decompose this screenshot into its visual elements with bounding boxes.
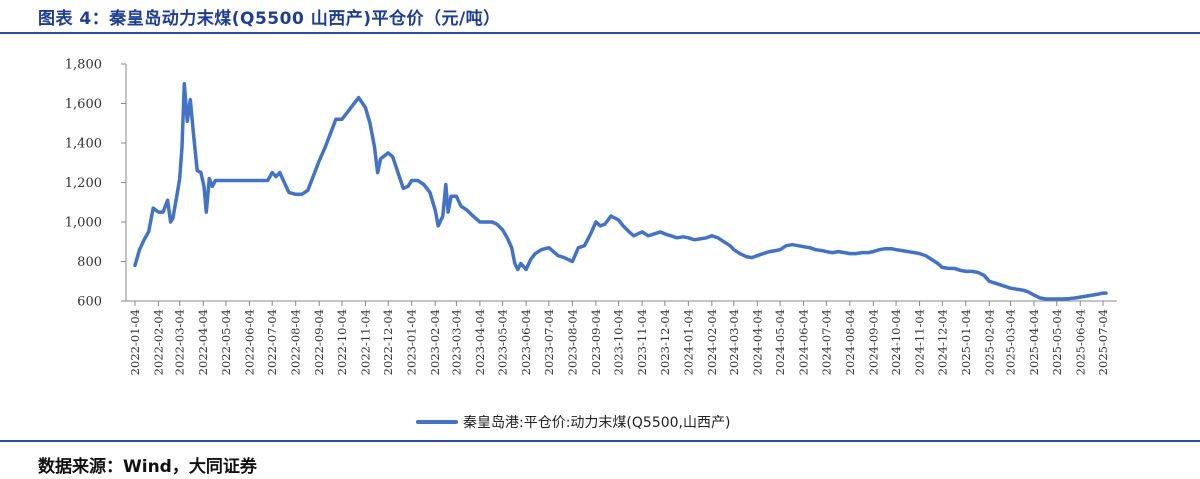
x-tick-label: 2024-12-04 (935, 309, 949, 375)
x-tick-label: 2024-08-04 (843, 309, 857, 375)
x-tick-label: 2022-12-04 (381, 309, 395, 375)
x-tick-label: 2024-03-04 (727, 309, 741, 375)
x-tick-label: 2024-11-04 (913, 309, 927, 375)
x-tick-label: 2025-05-04 (1050, 309, 1064, 375)
series-line (133, 82, 1108, 301)
x-tick-label: 2022-04-04 (196, 309, 210, 375)
x-tick-label: 2025-04-04 (1027, 309, 1041, 375)
x-tick-label: 2025-03-04 (1004, 309, 1018, 375)
x-tick-label: 2025-01-04 (959, 309, 973, 375)
x-tick-label: 2024-02-04 (705, 309, 719, 375)
x-tick-label: 2022-03-04 (173, 309, 187, 375)
x-axis: 2022-01-04 2022-02-04 2022-03-04 2022-04-04… (126, 300, 1117, 375)
legend-label: 秦皇岛港:平仓价:动力末煤(Q5500,山西产) (463, 415, 730, 431)
top-divider (0, 32, 1200, 34)
x-tick-label: 2023-12-04 (658, 309, 672, 375)
x-tick-label: 2023-03-04 (449, 309, 463, 375)
x-tick-label: 2024-07-04 (819, 309, 833, 375)
x-tick-label: 2024-01-04 (681, 309, 695, 375)
x-tick-label: 2022-05-04 (219, 309, 233, 375)
x-tick-label: 2025-02-04 (982, 309, 996, 375)
legend: 秦皇岛港:平仓价:动力末煤(Q5500,山西产) (416, 415, 730, 431)
y-tick-label: 1,800 (65, 58, 102, 73)
y-axis: 600 800 1,000 1,200 1,400 1,600 1,800 (65, 58, 127, 310)
x-tick-label: 2024-06-04 (797, 309, 811, 375)
y-tick-label: 800 (77, 255, 102, 270)
x-tick-label: 2023-05-04 (496, 309, 510, 375)
x-tick-label: 2022-10-04 (335, 309, 349, 375)
x-tick-label: 2022-09-04 (312, 309, 326, 375)
x-tick-label: 2023-01-04 (405, 309, 419, 375)
x-tick-label: 2022-07-04 (265, 309, 279, 375)
x-tick-label: 2022-08-04 (289, 309, 303, 375)
y-tick-label: 1,200 (65, 176, 102, 191)
x-tick-label: 2022-01-04 (128, 309, 142, 375)
x-tick-label: 2024-09-04 (866, 309, 880, 375)
x-tick-label: 2022-06-04 (242, 309, 256, 375)
x-tick-label: 2024-05-04 (773, 309, 787, 375)
y-tick-label: 1,000 (65, 216, 102, 231)
x-tick-label: 2024-10-04 (889, 309, 903, 375)
y-tick-label: 600 (77, 295, 102, 310)
x-tick-label: 2023-11-04 (635, 309, 649, 375)
x-tick-label: 2023-02-04 (428, 309, 442, 375)
x-tick-label: 2023-07-04 (542, 309, 556, 375)
x-tick-label: 2023-04-04 (473, 309, 487, 375)
source-note: 数据来源：Wind，大同证券 (38, 457, 257, 477)
x-tick-label: 2025-07-04 (1096, 309, 1110, 375)
x-tick-label: 2023-08-04 (565, 309, 579, 375)
x-tick-label: 2023-06-04 (519, 309, 533, 375)
bottom-divider (0, 440, 1200, 442)
y-tick-label: 1,600 (65, 97, 102, 112)
x-tick-label: 2025-06-04 (1073, 309, 1087, 375)
x-tick-label: 2024-04-04 (750, 309, 764, 375)
x-tick-label: 2023-10-04 (612, 309, 626, 375)
x-tick-label: 2022-11-04 (358, 309, 372, 375)
series-layer (133, 82, 1108, 301)
x-tick-label: 2022-02-04 (151, 309, 165, 375)
y-tick-label: 1,400 (65, 137, 102, 152)
figure-title: 图表 4：秦皇岛动力末煤(Q5500 山西产)平仓价（元/吨） (38, 9, 501, 29)
x-tick-label: 2023-09-04 (589, 309, 603, 375)
line-chart: 600 800 1,000 1,200 1,400 1,600 1,800 2022-01-… (65, 58, 1117, 431)
